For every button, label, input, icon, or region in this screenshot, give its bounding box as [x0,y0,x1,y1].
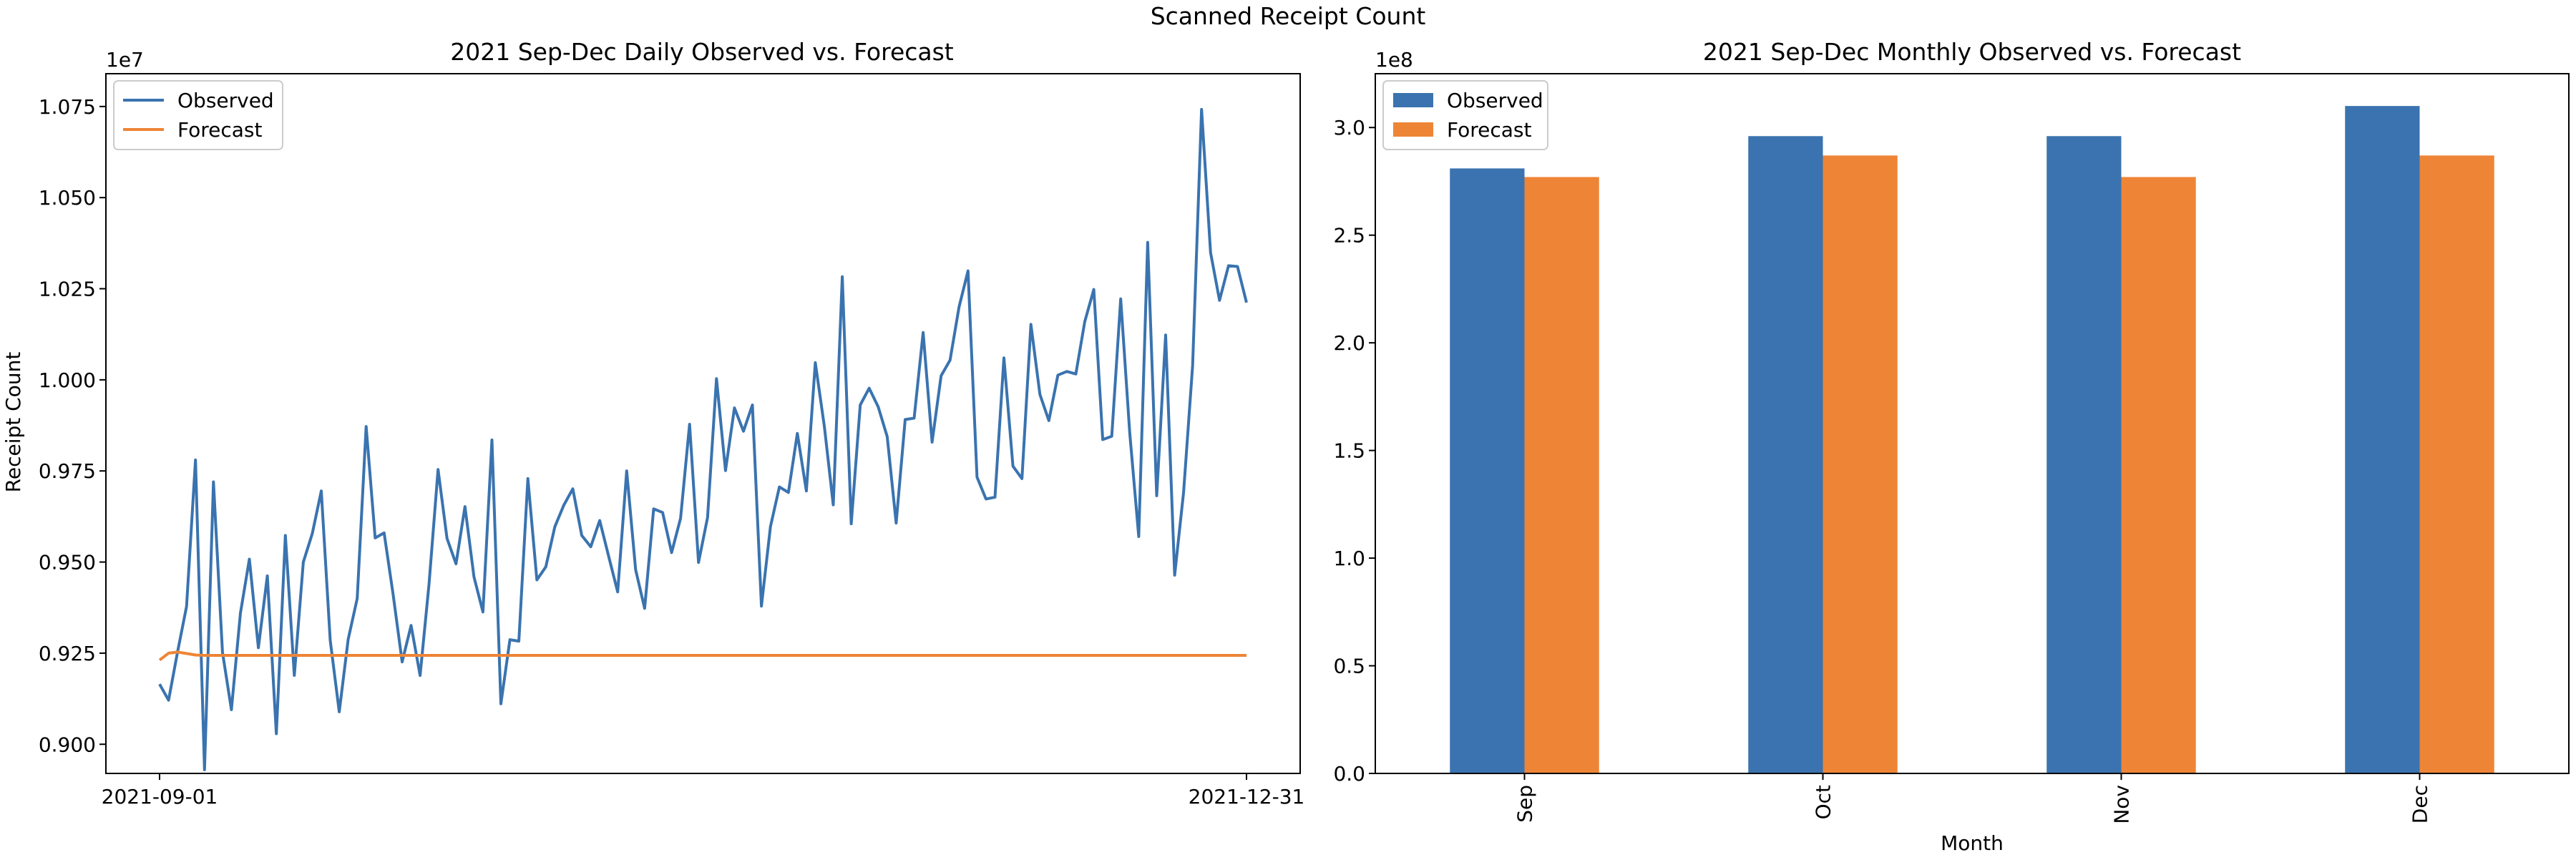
figure-suptitle: Scanned Receipt Count [1151,2,1426,30]
bar-forecast-nov [2121,177,2196,774]
right-y-tick-label: 1.5 [1333,439,1365,463]
right-y-offset-label: 1e8 [1375,48,1413,72]
right-legend-forecast-label: Forecast [1447,118,1532,142]
right-x-tick-label: Dec [2409,785,2432,824]
left-y-tick-label: 0.975 [39,459,96,483]
right-legend-observed-swatch [1393,93,1433,107]
left-legend-box [113,80,283,150]
right-x-tick-label: Nov [2110,785,2134,824]
bar-observed-oct [1748,136,1823,773]
right-y-tick-label: 2.5 [1333,224,1365,248]
bar-observed-nov [2046,136,2122,773]
left-x-tick-label: 2021-09-01 [102,785,218,808]
left-y-tick-label: 1.075 [39,95,96,119]
right-legend-forecast-swatch [1393,122,1433,137]
left-series-line-observed [158,107,1248,771]
monthly-bar-chart: 2021 Sep-Dec Monthly Observed vs. Foreca… [1333,38,2570,855]
left-chart-title: 2021 Sep-Dec Daily Observed vs. Forecast [450,38,954,66]
right-y-tick-label: 1.0 [1333,547,1365,570]
right-y-tick-label: 0.5 [1333,655,1365,678]
bar-observed-dec [2345,106,2420,774]
left-y-tick-label: 1.000 [39,368,96,392]
left-legend-observed-label: Observed [177,89,274,112]
left-y-offset-label: 1e7 [106,48,144,72]
left-y-tick-label: 1.025 [39,278,96,301]
left-legend-forecast-label: Forecast [177,118,263,142]
right-plot-frame [1375,73,2570,774]
right-x-tick-label: Oct [1812,785,1835,819]
right-legend: Observed Forecast [1382,80,1548,150]
right-x-tick-label: Sep [1513,785,1537,823]
daily-line-chart: 2021 Sep-Dec Daily Observed vs. Forecast… [1,38,1304,808]
bar-forecast-oct [1823,155,1898,773]
right-legend-observed-label: Observed [1447,89,1543,112]
bar-observed-sep [1450,168,1525,774]
right-x-axis-label: Month [1941,831,2004,855]
right-y-tick-label: 2.0 [1333,331,1365,355]
left-y-tick-label: 1.050 [39,186,96,210]
bar-forecast-dec [2419,155,2494,773]
right-y-tick-label: 3.0 [1333,116,1365,140]
left-y-tick-label: 0.950 [39,551,96,575]
right-y-tick-label: 0.0 [1333,762,1365,786]
left-plot-frame [105,73,1301,774]
bar-forecast-sep [1524,177,1599,774]
left-y-tick-label: 0.900 [39,733,96,756]
left-x-tick-label: 2021-12-31 [1189,785,1305,808]
right-chart-title: 2021 Sep-Dec Monthly Observed vs. Foreca… [1703,38,2241,66]
left-series-line-forecast [158,650,1246,662]
left-y-axis-label: Receipt Count [1,352,25,493]
left-y-tick-label: 0.925 [39,642,96,665]
left-legend: Observed Forecast [113,80,283,150]
